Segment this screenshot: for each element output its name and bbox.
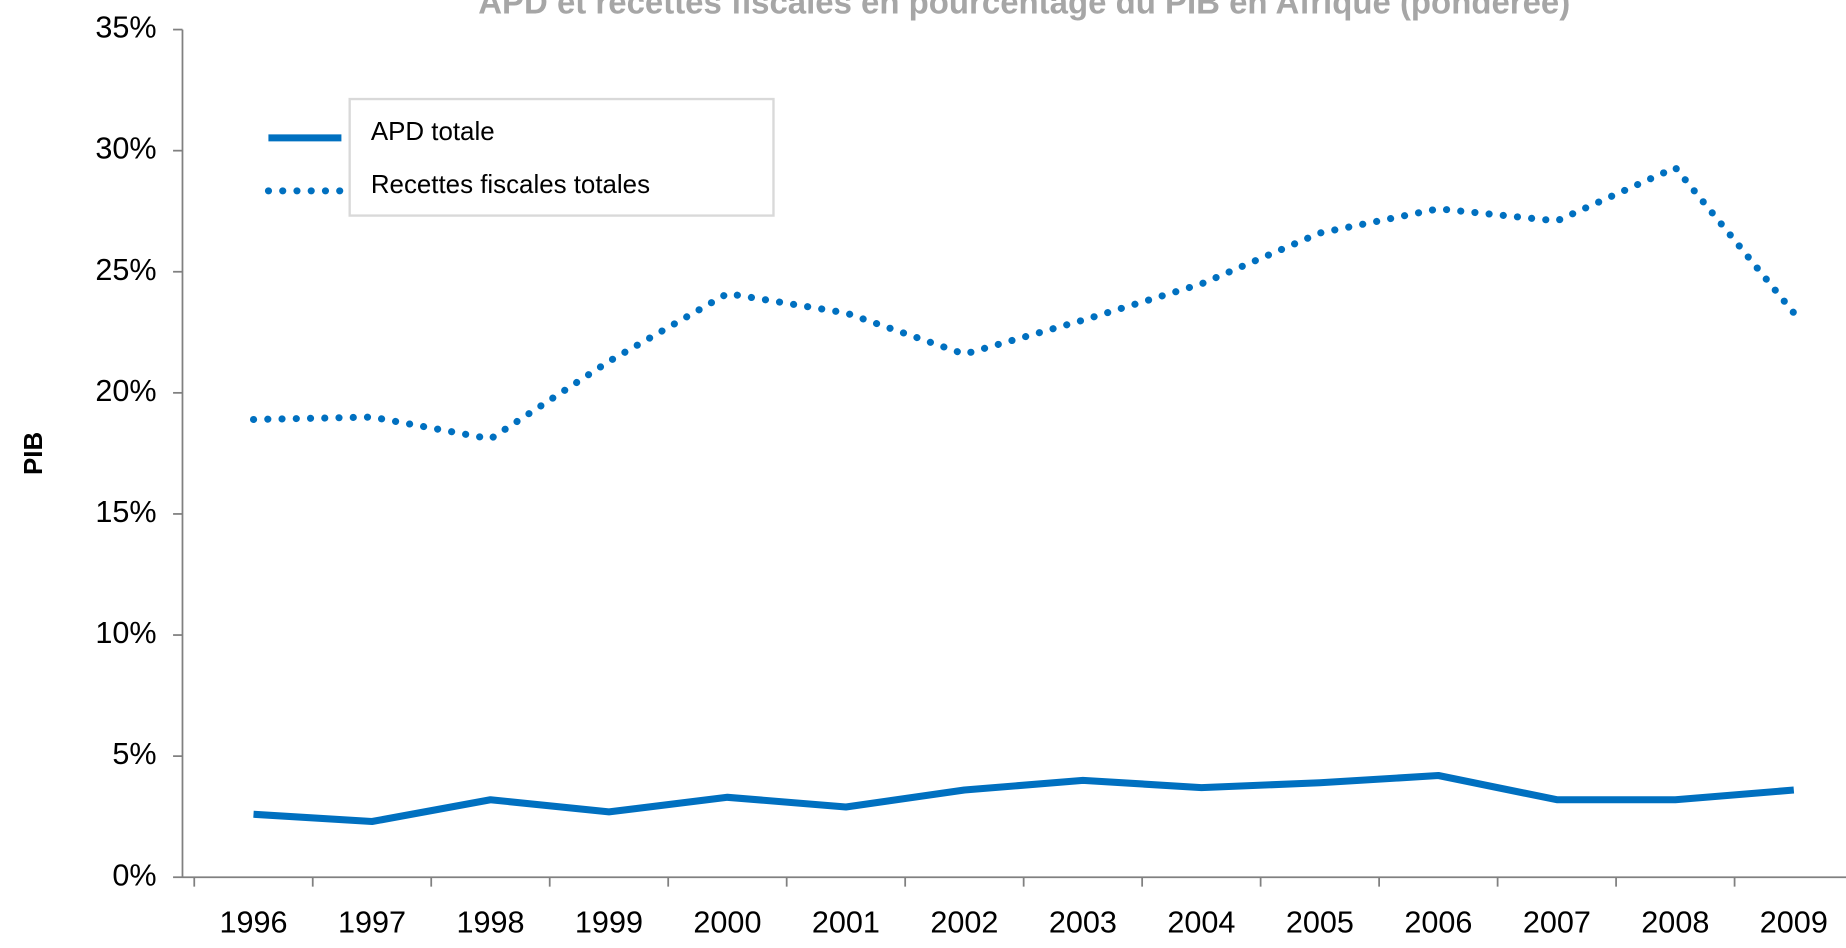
x-tick-label: 1998 xyxy=(456,905,524,939)
x-tick-label: 2003 xyxy=(1049,905,1117,939)
x-tick-label: 2009 xyxy=(1760,905,1828,939)
y-tick-label: 10% xyxy=(95,616,156,650)
x-tick-label: 2008 xyxy=(1641,905,1709,939)
x-tick-label: 1999 xyxy=(575,905,643,939)
x-tick-label: 2000 xyxy=(693,905,761,939)
y-tick-label: 0% xyxy=(112,858,156,892)
x-tick-label: 2006 xyxy=(1404,905,1472,939)
series-line xyxy=(249,163,1798,443)
series-line xyxy=(253,771,1795,826)
y-tick-label: 20% xyxy=(95,374,156,408)
legend-label: Recettes fiscales totales xyxy=(371,171,650,199)
x-tick-label: 2001 xyxy=(812,905,880,939)
legend-box xyxy=(348,97,775,217)
x-tick-label: 2007 xyxy=(1523,905,1591,939)
chart-title: APD et recettes fiscales en pourcentage … xyxy=(478,0,1570,21)
legend-label: APD totale xyxy=(371,118,495,146)
y-tick-label: 25% xyxy=(95,253,156,287)
y-tick-label: 5% xyxy=(112,737,156,771)
y-axis-label: PIB xyxy=(20,432,48,475)
y-tick-label: 30% xyxy=(95,132,156,166)
x-tick-label: 2004 xyxy=(1167,905,1235,939)
x-tick-label: 1996 xyxy=(219,905,287,939)
x-tick-label: 1997 xyxy=(338,905,406,939)
y-tick-label: 35% xyxy=(95,11,156,45)
x-tick-label: 2002 xyxy=(930,905,998,939)
y-tick-label: 15% xyxy=(95,495,156,529)
x-tick-label: 2005 xyxy=(1286,905,1354,939)
